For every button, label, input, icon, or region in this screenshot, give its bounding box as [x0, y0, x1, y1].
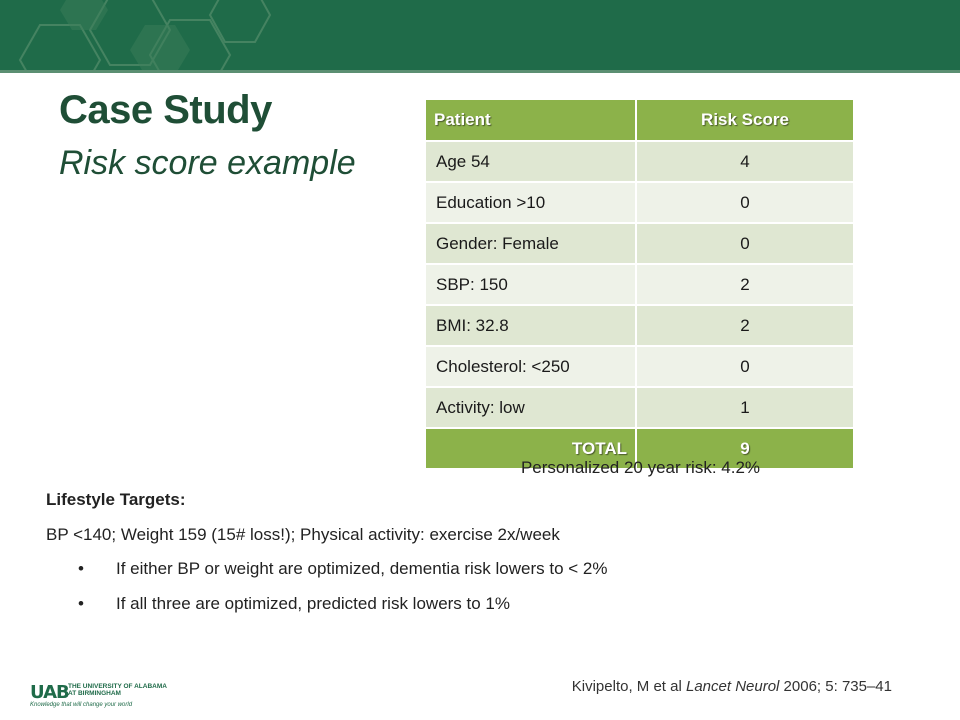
table-row: Age 54 4	[426, 141, 855, 183]
total-label: TOTAL	[426, 428, 637, 470]
score-cell: 0	[636, 346, 855, 388]
risk-score-table: Patient Risk Score Age 54 4 Education >1…	[426, 100, 855, 470]
table-total-row: TOTAL 9	[426, 428, 855, 470]
table-row: BMI: 32.8 2	[426, 305, 855, 347]
table-row: Education >10 0	[426, 182, 855, 224]
table-row: Gender: Female 0	[426, 223, 855, 265]
table-row: Cholesterol: <250 0	[426, 346, 855, 388]
table-row: SBP: 150 2	[426, 264, 855, 306]
lifestyle-targets-heading: Lifestyle Targets:	[46, 490, 186, 509]
header-banner	[0, 0, 960, 70]
slide-title: Case Study	[59, 88, 272, 132]
score-cell: 0	[636, 223, 855, 265]
bullet-item: • If all three are optimized, predicted r…	[78, 594, 510, 614]
uab-logo-mark: UAB	[30, 682, 70, 703]
table-row: Activity: low 1	[426, 387, 855, 429]
patient-cell: BMI: 32.8	[426, 305, 637, 347]
patient-cell: Activity: low	[426, 387, 637, 429]
bullet-text: If either BP or weight are optimized, de…	[116, 559, 608, 578]
slide-subtitle: Risk score example	[59, 144, 356, 182]
patient-cell: Education >10	[426, 182, 637, 224]
citation-authors: Kivipelto, M et al	[571, 678, 686, 695]
bullet-item: • If either BP or weight are optimized, d…	[78, 559, 608, 579]
personalized-risk-text: Personalized 20 year risk: 4.2%	[520, 458, 761, 477]
patient-cell: Gender: Female	[426, 223, 637, 265]
bullet-text: If all three are optimized, predicted ri…	[116, 594, 511, 613]
patient-cell: Age 54	[426, 141, 637, 183]
uab-logo: UAB THE UNIVERSITY OF ALABAMA AT BIRMING…	[30, 680, 170, 710]
score-cell: 2	[636, 305, 855, 347]
citation: Kivipelto, M et al Lancet Neurol 2006; 5…	[572, 678, 892, 695]
score-cell: 2	[636, 264, 855, 306]
lifestyle-targets-line: BP <140; Weight 159 (15# loss!); Physica…	[46, 525, 560, 544]
bullet-icon: •	[78, 559, 84, 578]
column-header-patient: Patient	[426, 100, 637, 142]
citation-details: 2006; 5: 735–41	[779, 678, 892, 695]
total-value: 9	[636, 428, 855, 470]
hexagon-pattern-icon	[18, 0, 272, 70]
score-cell: 1	[636, 387, 855, 429]
uab-logo-tagline: Knowledge that will change your world	[30, 702, 133, 708]
score-cell: 0	[636, 182, 855, 224]
uab-logo-text: THE UNIVERSITY OF ALABAMA AT BIRMINGHAM	[68, 683, 167, 697]
table-header-row: Patient Risk Score	[426, 100, 855, 142]
score-cell: 4	[636, 141, 855, 183]
bullet-icon: •	[78, 594, 84, 613]
patient-cell: SBP: 150	[426, 264, 637, 306]
citation-journal: Lancet Neurol	[685, 678, 780, 695]
column-header-risk-score: Risk Score	[636, 100, 855, 142]
patient-cell: Cholesterol: <250	[426, 346, 637, 388]
banner-divider	[0, 70, 960, 73]
